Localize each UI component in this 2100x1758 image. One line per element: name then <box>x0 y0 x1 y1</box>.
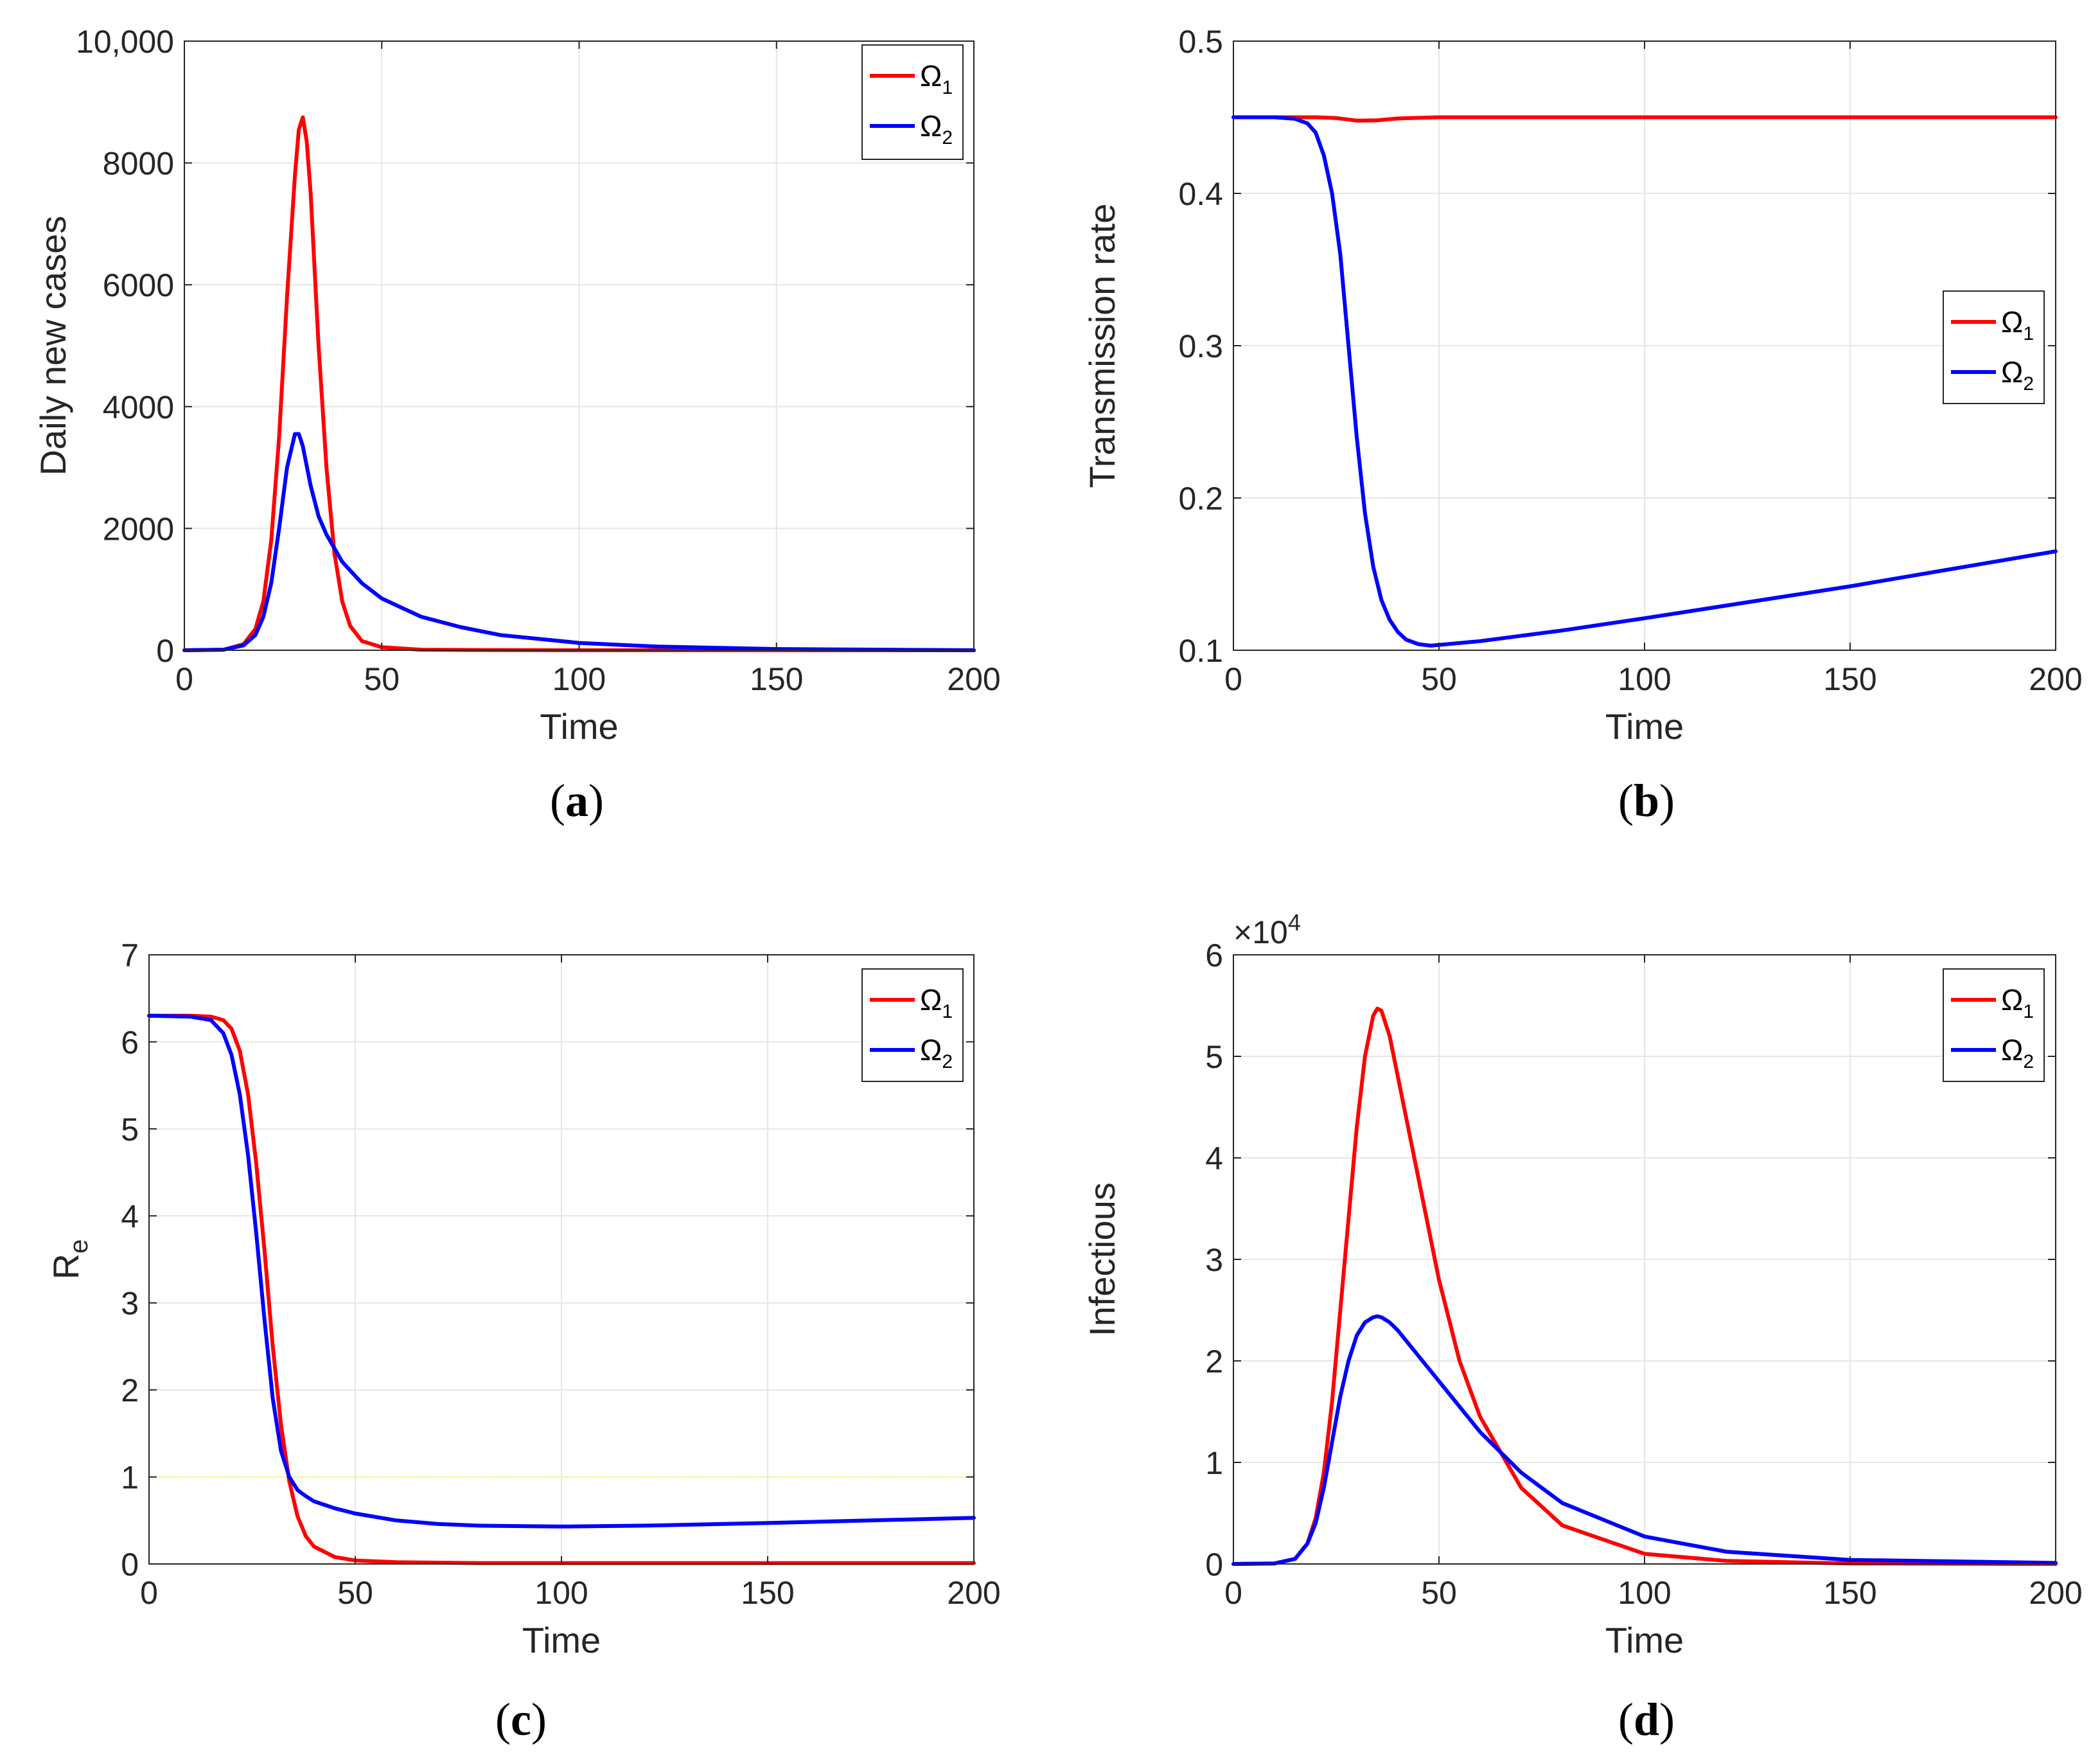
legend-label-subscript: 1 <box>942 1001 953 1022</box>
panel-label-c: (c) <box>495 1694 547 1745</box>
series-line-omega2 <box>182 432 976 652</box>
x-axis-label: Time <box>522 1620 601 1660</box>
y-tick-label: 0.1 <box>1178 633 1223 669</box>
x-tick-label: 200 <box>947 661 1000 697</box>
y-tick-label: 1 <box>121 1460 139 1496</box>
y-tick-label: 6000 <box>103 267 174 303</box>
y-tick-label: 2000 <box>103 511 174 547</box>
series-line-omega2 <box>1231 1314 2058 1566</box>
legend-label-subscript: 1 <box>942 77 953 98</box>
series-line-omega2 <box>147 1013 976 1529</box>
series-line-omega1 <box>1231 115 2058 123</box>
y-tick-label: 8000 <box>103 146 174 182</box>
legend-box <box>1943 968 2045 1082</box>
y-tick-label: 3 <box>1205 1242 1223 1278</box>
x-tick-label: 100 <box>534 1575 588 1611</box>
x-tick-label: 0 <box>175 661 193 697</box>
panel-label-letter: c <box>511 1694 531 1745</box>
y-tick-label: 0.2 <box>1178 481 1223 517</box>
series-line-omega2 <box>1231 115 2058 648</box>
y-tick-label: 0.5 <box>1178 24 1223 60</box>
y-tick-label: 5 <box>1205 1039 1223 1075</box>
x-tick-label: 150 <box>1823 661 1876 697</box>
x-tick-label: 0 <box>1224 661 1242 697</box>
legend-label-omega1: Ω1 <box>2001 983 2034 1022</box>
y-tick-label: 0 <box>156 633 174 669</box>
legend-label-subscript: 2 <box>2023 373 2034 395</box>
x-tick-label: 100 <box>552 661 606 697</box>
panel-label-a: (a) <box>550 775 604 826</box>
x-tick-label: 50 <box>364 661 400 697</box>
chart-panel-a: 0 50 100 150 2000200040006000800010,000TimeD… <box>33 24 1001 826</box>
legend-label-subscript: 2 <box>2023 1051 2034 1072</box>
y-tick-label: 7 <box>121 937 139 973</box>
legend-box <box>1943 290 2045 404</box>
legend-box <box>861 968 964 1082</box>
x-tick-label: 50 <box>337 1575 373 1611</box>
x-axis-label: Time <box>540 706 618 747</box>
legend-label-omega2: Ω2 <box>920 109 953 148</box>
y-tick-label: 6 <box>121 1024 139 1060</box>
y-tick-label: 0 <box>1205 1547 1223 1583</box>
panel-label-letter: b <box>1634 775 1659 826</box>
x-axis-label: Time <box>1605 706 1684 747</box>
y-tick-label: 4 <box>1205 1141 1223 1176</box>
panel-label-d: (d) <box>1618 1694 1675 1745</box>
y-tick-label: 4 <box>121 1198 139 1234</box>
y-tick-label: 2 <box>1205 1344 1223 1380</box>
panel-label-b: (b) <box>1618 775 1675 826</box>
x-tick-label: 150 <box>741 1575 794 1611</box>
series-line-omega1 <box>147 1013 976 1565</box>
x-tick-label: 200 <box>2029 1575 2082 1611</box>
legend-label-subscript: 1 <box>2023 1001 2034 1022</box>
x-tick-label: 50 <box>1421 1575 1457 1611</box>
x-tick-label: 200 <box>2029 661 2082 697</box>
x-tick-label: 150 <box>1823 1575 1876 1611</box>
y-axis-label: Infectious <box>1082 1182 1122 1336</box>
y-tick-label: 5 <box>121 1112 139 1148</box>
y-axis-label-subscript: e <box>65 1239 93 1254</box>
legend-box <box>861 44 964 160</box>
x-axis-label: Time <box>1605 1620 1684 1660</box>
y-multiplier-exponent: 4 <box>1288 909 1301 936</box>
y-tick-label: 4000 <box>103 389 174 425</box>
y-tick-label: 0 <box>121 1547 139 1583</box>
legend-label-subscript: 1 <box>2023 323 2034 344</box>
y-tick-label: 6 <box>1205 937 1223 973</box>
x-tick-label: 200 <box>947 1575 1000 1611</box>
x-tick-label: 100 <box>1618 1575 1671 1611</box>
x-tick-label: 150 <box>750 661 803 697</box>
x-tick-label: 50 <box>1421 661 1457 697</box>
x-tick-label: 100 <box>1618 661 1671 697</box>
y-tick-label: 10,000 <box>76 24 174 60</box>
panel-label-letter: d <box>1634 1694 1659 1745</box>
legend-label-subscript: 2 <box>942 1051 953 1072</box>
y-tick-label: 0.3 <box>1178 328 1223 364</box>
y-axis-label: Transmission rate <box>1082 204 1122 488</box>
chart-panel-b: 0 50 100 150 200 0.1 0.2 0.3 0.4 0.5 Time Transmiss… <box>1082 24 2083 826</box>
y-tick-label: 1 <box>1205 1445 1223 1481</box>
y-axis-label: Re <box>46 1239 93 1280</box>
panel-label-letter: a <box>565 775 588 826</box>
x-tick-label: 0 <box>140 1575 158 1611</box>
y-tick-label: 2 <box>121 1372 139 1408</box>
x-tick-label: 0 <box>1224 1575 1242 1611</box>
y-tick-label: 0.4 <box>1178 176 1223 212</box>
chart-panel-d: 0 50 100 150 200 0 1 2 3 4 5 6 Time Infectious ×104 Ω1Ω… <box>1082 909 2083 1745</box>
y-tick-label: 3 <box>121 1286 139 1322</box>
y-multiplier-label: ×104 <box>1233 909 1301 950</box>
y-axis-label: Daily new cases <box>33 216 73 476</box>
legend-label-omega2: Ω2 <box>2001 355 2034 395</box>
legend-label-subscript: 2 <box>942 127 953 148</box>
